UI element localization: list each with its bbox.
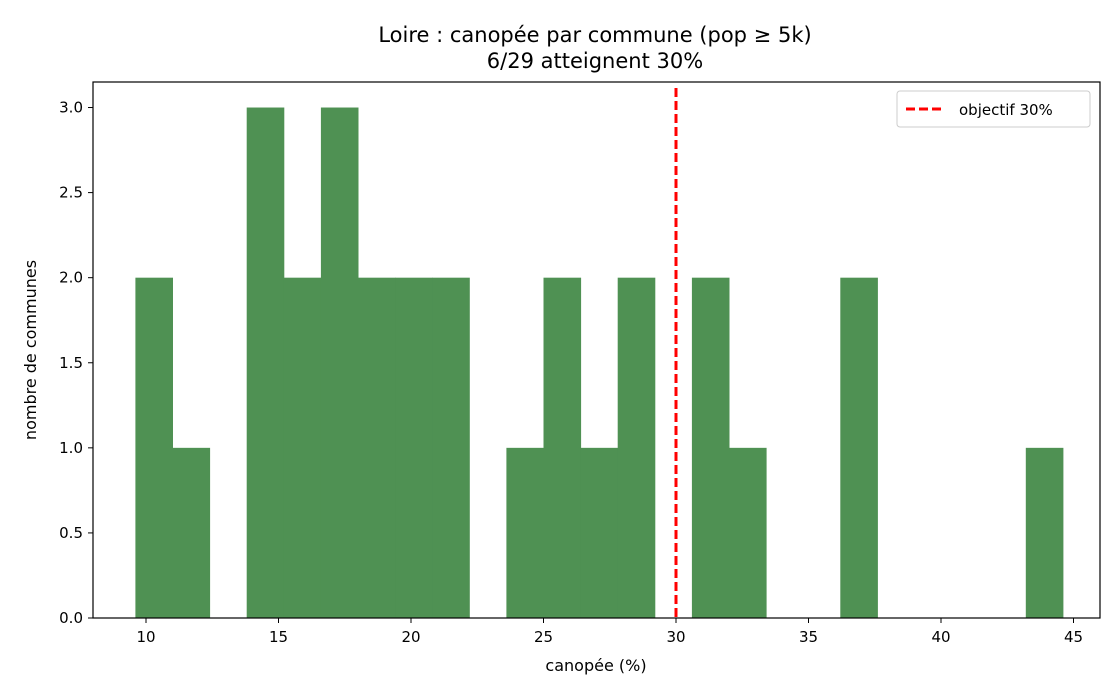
x-axis-ticks: 10 15 20 25 30 35 40 45 <box>136 618 1083 646</box>
histogram-bar <box>432 277 470 618</box>
histogram-bar <box>729 447 767 618</box>
y-tick-label: 0.0 <box>59 609 83 627</box>
histogram-bar <box>246 107 285 619</box>
histogram-bar <box>580 447 619 618</box>
histogram-bar <box>172 447 211 618</box>
y-tick-label: 2.5 <box>59 184 83 202</box>
histogram-bar <box>358 277 396 618</box>
x-tick-label: 45 <box>1064 628 1083 646</box>
histogram-bar <box>283 277 322 618</box>
plot-frame <box>92 81 1101 619</box>
histogram-bar <box>691 277 730 618</box>
histogram-bar <box>840 277 878 618</box>
x-tick-label: 25 <box>534 628 553 646</box>
histogram-bar <box>320 107 359 619</box>
y-tick-label: 2.0 <box>59 269 83 287</box>
y-tick-label: 1.0 <box>59 439 83 457</box>
chart-subtitle: 6/29 atteignent 30% <box>487 49 703 73</box>
y-axis-label: nombre de communes <box>21 260 40 440</box>
legend: objectif 30% <box>896 90 1091 128</box>
y-tick-label: 1.5 <box>59 354 83 372</box>
histogram-bar <box>135 277 173 618</box>
chart-title: Loire : canopée par commune (pop ≥ 5k) <box>378 23 811 47</box>
histogram-bar <box>506 447 544 618</box>
histogram-bar <box>617 277 656 618</box>
y-axis-ticks: 0.0 0.5 1.0 1.5 2.0 2.5 3.0 <box>59 99 93 627</box>
x-tick-label: 40 <box>931 628 950 646</box>
legend-box <box>896 90 1091 128</box>
x-tick-label: 20 <box>401 628 420 646</box>
bar-group <box>135 107 1064 619</box>
y-tick-label: 3.0 <box>59 99 83 117</box>
x-tick-label: 30 <box>666 628 685 646</box>
x-tick-label: 35 <box>799 628 818 646</box>
x-tick-label: 15 <box>269 628 288 646</box>
x-axis-label: canopée (%) <box>545 656 646 675</box>
y-tick-label: 0.5 <box>59 524 83 542</box>
histogram-bar <box>1025 447 1064 618</box>
x-tick-label: 10 <box>136 628 155 646</box>
legend-label: objectif 30% <box>959 101 1053 119</box>
histogram-bar <box>395 277 433 618</box>
histogram-bar <box>543 277 582 618</box>
